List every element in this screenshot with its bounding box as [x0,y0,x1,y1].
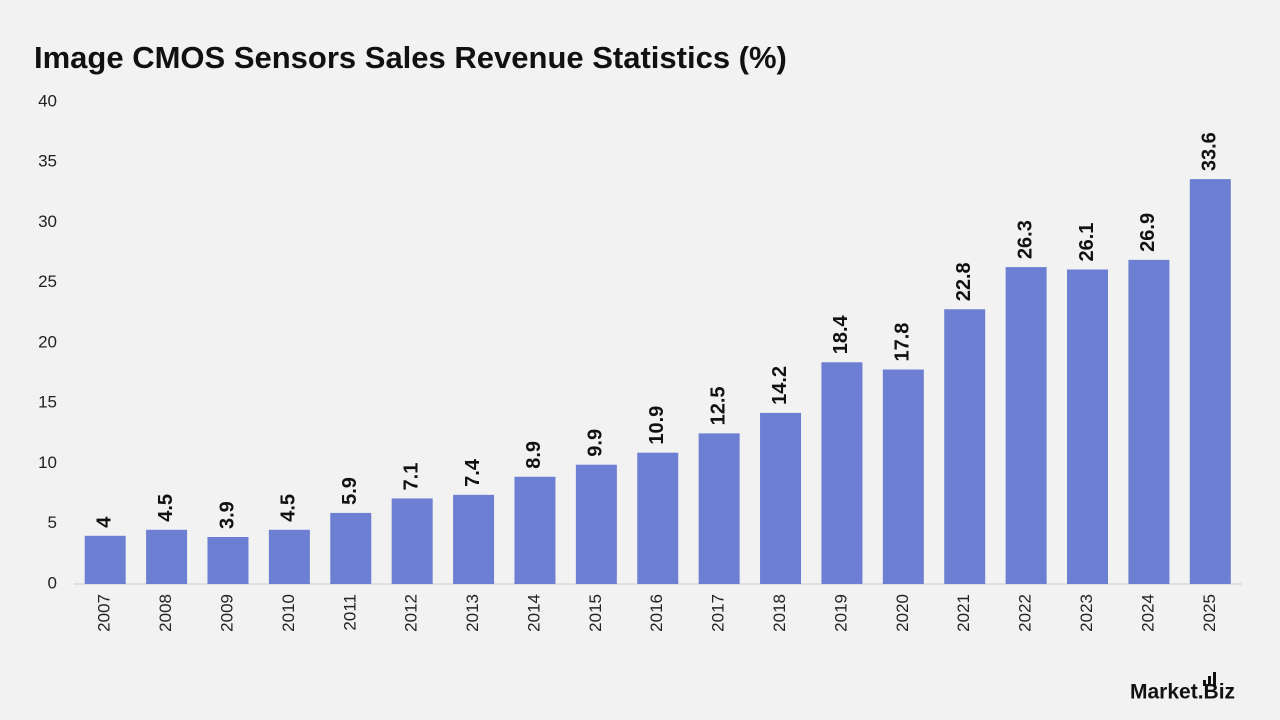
value-label: 7.1 [400,463,422,491]
y-tick-label: 35 [38,152,57,171]
y-tick-label: 5 [48,513,57,532]
value-label: 4.5 [278,494,300,522]
value-label: 7.4 [462,458,484,487]
bar [1189,179,1231,584]
x-tick-label: 2017 [709,594,728,632]
x-tick-label: 2008 [156,594,175,632]
brand-logo: Market.Biz [1130,672,1235,704]
logo-bar [1208,676,1211,686]
value-label: 3.9 [216,501,238,529]
bar [84,535,126,584]
chart-title: Image CMOS Sensors Sales Revenue Statist… [34,40,787,75]
bar [1067,269,1109,584]
bar [514,476,556,584]
bar [391,498,433,584]
logo-bar [1203,680,1206,686]
x-tick-label: 2011 [340,594,359,631]
value-label: 26.3 [1014,220,1036,259]
bar [882,369,924,584]
y-tick-label: 40 [38,91,57,110]
bar [207,537,249,584]
brand-name: Market.Biz [1130,681,1235,704]
x-tick-label: 2013 [463,594,482,632]
x-tick-label: 2012 [402,594,421,632]
bar [698,433,740,584]
bar [637,452,679,584]
bar [453,494,495,584]
bar [1128,259,1170,584]
bar [330,512,372,584]
y-tick-label: 10 [38,453,57,472]
value-label: 5.9 [339,477,361,505]
value-label: 17.8 [892,323,914,362]
value-label: 8.9 [523,441,545,469]
x-tick-label: 2007 [95,594,114,632]
value-label: 26.1 [1076,223,1098,262]
x-tick-label: 2025 [1200,594,1219,632]
value-label: 12.5 [707,386,729,425]
value-label: 9.9 [585,429,607,457]
y-tick-label: 0 [48,573,57,592]
value-label: 4 [93,516,115,528]
x-tick-label: 2024 [1138,594,1157,632]
y-tick-label: 25 [38,272,57,291]
x-tick-label: 2018 [770,594,789,632]
value-label: 4.5 [155,494,177,522]
bar [1005,267,1047,584]
value-label: 26.9 [1137,213,1159,252]
bar [760,412,802,584]
x-tick-label: 2022 [1016,594,1035,632]
bar [146,529,188,584]
value-label: 14.2 [769,366,791,405]
x-tick-label: 2016 [647,594,666,632]
value-label: 33.6 [1199,132,1221,171]
bar [821,362,863,584]
bar [575,464,617,584]
x-tick-label: 2014 [524,594,543,632]
x-tick-label: 2010 [279,594,298,632]
bar [268,529,310,584]
x-tick-label: 2020 [893,594,912,632]
value-label: 10.9 [646,406,668,445]
y-tick-label: 20 [38,332,57,351]
x-tick-label: 2023 [1077,594,1096,632]
logo-bar [1213,672,1216,686]
value-label: 18.4 [830,314,852,354]
x-tick-label: 2021 [954,594,973,632]
x-tick-label: 2019 [831,594,850,632]
bar [944,309,986,584]
value-label: 22.8 [953,262,975,301]
y-tick-label: 30 [38,212,57,231]
y-tick-label: 15 [38,393,57,412]
x-tick-label: 2015 [586,594,605,632]
x-tick-label: 2009 [217,594,236,632]
